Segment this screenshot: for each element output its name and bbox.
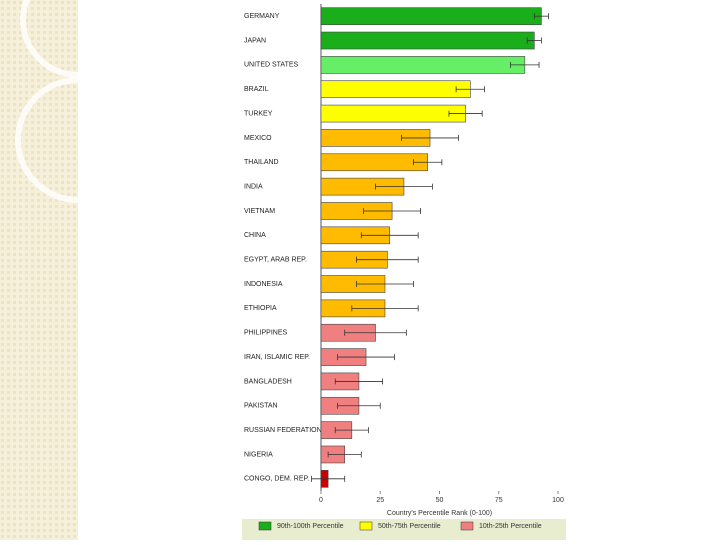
x-tick-label: 0 <box>319 497 323 504</box>
category-label: INDIA <box>244 183 263 190</box>
category-label: GERMANY <box>244 13 280 20</box>
category-label: JAPAN <box>244 37 266 44</box>
category-label: BANGLADESH <box>244 378 292 385</box>
category-label: RUSSIAN FEDERATION <box>244 427 322 434</box>
bar <box>320 104 466 123</box>
category-label: BRAZIL <box>244 86 269 93</box>
bar <box>320 31 535 50</box>
legend-box <box>242 519 566 540</box>
legend-swatch <box>258 521 272 531</box>
x-tick-label: 25 <box>376 497 384 504</box>
bar <box>320 80 471 99</box>
category-label: INDONESIA <box>244 281 283 288</box>
x-tick-label: 75 <box>495 497 503 504</box>
category-label: ETHIOPIA <box>244 305 277 312</box>
category-label: CHINA <box>244 232 266 239</box>
bar <box>320 7 542 25</box>
category-label: VIETNAM <box>244 208 275 215</box>
decor-ring <box>20 0 136 78</box>
legend-label: 50th-75th Percentile <box>378 523 441 530</box>
category-label: EGYPT, ARAB REP. <box>244 257 307 264</box>
legend-label: 90th-100th Percentile <box>277 523 344 530</box>
legend-swatch <box>460 521 474 531</box>
category-label: UNITED STATES <box>244 62 299 69</box>
bar <box>320 153 428 172</box>
x-tick-label: 50 <box>436 497 444 504</box>
decor-ring <box>15 77 141 203</box>
category-label: IRAN, ISLAMIC REP. <box>244 354 310 361</box>
category-label: PAKISTAN <box>244 403 278 410</box>
legend-swatch <box>359 521 373 531</box>
category-label: TURKEY <box>244 110 273 117</box>
decor-panel <box>0 0 78 540</box>
category-label: THAILAND <box>244 159 279 166</box>
x-tick-label: 100 <box>552 497 564 504</box>
chart: 0 25 50 75 100 Country's Percentile Rank (0-1… <box>244 4 564 531</box>
legend-label: 10th-25th Percentile <box>479 523 542 530</box>
category-label: CONGO, DEM. REP. <box>244 476 309 483</box>
x-axis-label: Country's Percentile Rank (0-100) <box>387 510 492 517</box>
bar <box>320 56 526 74</box>
category-label: PHILIPPINES <box>244 330 288 337</box>
category-label: NIGERIA <box>244 451 273 458</box>
category-label: MEXICO <box>244 135 272 142</box>
